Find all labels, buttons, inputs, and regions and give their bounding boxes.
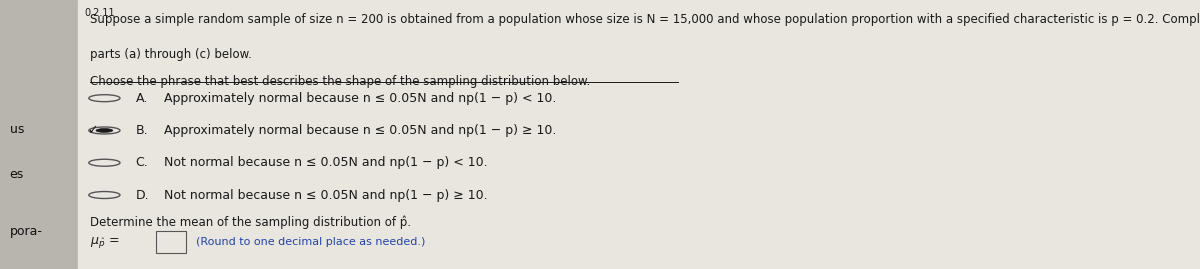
Text: 0.2.11: 0.2.11	[84, 8, 115, 18]
Text: Choose the phrase that best describes the shape of the sampling distribution bel: Choose the phrase that best describes th…	[90, 75, 590, 88]
Text: Approximately normal because n ≤ 0.05N and np(1 − p) ≥ 10.: Approximately normal because n ≤ 0.05N a…	[164, 124, 557, 137]
Text: Approximately normal because n ≤ 0.05N and np(1 − p) < 10.: Approximately normal because n ≤ 0.05N a…	[164, 92, 557, 105]
Text: B.: B.	[136, 124, 149, 137]
Text: Not normal because n ≤ 0.05N and np(1 − p) < 10.: Not normal because n ≤ 0.05N and np(1 − …	[164, 156, 488, 169]
Text: es: es	[10, 168, 24, 181]
Text: $\mu_{\hat{p}}$ =: $\mu_{\hat{p}}$ =	[90, 235, 119, 250]
Text: us: us	[10, 123, 24, 136]
Text: Suppose a simple random sample of size n = 200 is obtained from a population who: Suppose a simple random sample of size n…	[90, 13, 1200, 26]
Text: parts (a) through (c) below.: parts (a) through (c) below.	[90, 48, 252, 61]
Text: Not normal because n ≤ 0.05N and np(1 − p) ≥ 10.: Not normal because n ≤ 0.05N and np(1 − …	[164, 189, 488, 201]
Text: D.: D.	[136, 189, 149, 201]
Text: Determine the mean of the sampling distribution of p̂.: Determine the mean of the sampling distr…	[90, 215, 410, 229]
Text: C.: C.	[136, 156, 149, 169]
Text: A.: A.	[136, 92, 148, 105]
Text: ✓: ✓	[88, 124, 98, 137]
Text: pora-: pora-	[10, 225, 42, 238]
Text: (Round to one decimal place as needed.): (Round to one decimal place as needed.)	[196, 237, 425, 247]
